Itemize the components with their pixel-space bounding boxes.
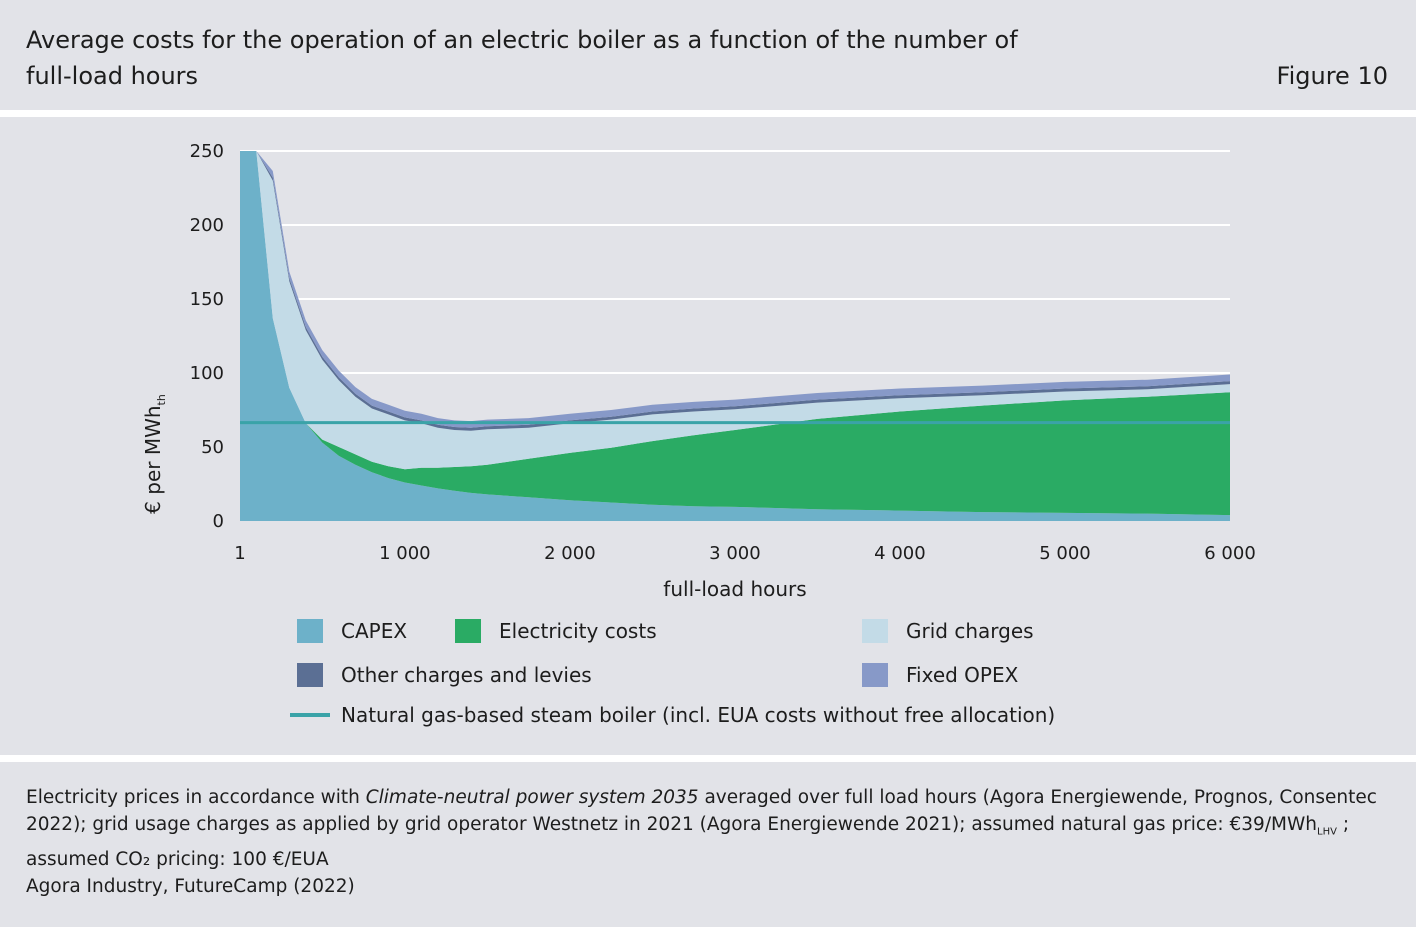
legend-marker-other — [297, 663, 323, 687]
footnote-suffix: ; assumed CO₂ pricing: 100 €/EUA — [26, 814, 1350, 870]
legend-marker-electricity — [455, 619, 481, 643]
legend: CAPEX Electricity costs Grid charges Other … — [290, 619, 1055, 727]
y-axis-label-main: € per MWh — [141, 405, 165, 513]
y-axis-label-sub: th — [155, 394, 168, 405]
y-tick-label: 100 — [190, 363, 224, 384]
footnote: Electricity prices in accordance with Cl… — [26, 784, 1386, 873]
area-capex — [240, 151, 1230, 521]
source-line: Agora Industry, FutureCamp (2022) — [26, 876, 355, 897]
area-grid — [240, 151, 1230, 470]
x-tick-label: 1 000 — [379, 543, 431, 564]
x-tick-label: 5 000 — [1039, 543, 1091, 564]
footnote-prefix: Electricity prices in accordance with — [26, 787, 366, 808]
notes-panel — [0, 762, 1416, 927]
legend-marker-opex — [862, 663, 888, 687]
figure-label: Figure 10 — [1276, 62, 1388, 90]
legend-marker-capex — [297, 619, 323, 643]
x-tick-label: 6 000 — [1204, 543, 1256, 564]
legend-label-gas_line: Natural gas-based steam boiler (incl. EU… — [341, 703, 1055, 727]
legend-label-other: Other charges and levies — [341, 663, 592, 687]
stacked-areas — [240, 151, 1230, 521]
legend-label-capex: CAPEX — [341, 619, 407, 643]
legend-label-grid: Grid charges — [906, 619, 1034, 643]
footnote-subscript: LHV — [1317, 826, 1337, 838]
area-chart: 0 50 100 150 200 250 1 1 000 2 000 3 000 4 000 5 00… — [141, 141, 1256, 727]
grid-lines: 0 50 100 150 200 250 1 1 000 2 000 3 000 4 000 5 00… — [190, 141, 1256, 564]
y-tick-label: 150 — [190, 289, 224, 310]
x-tick-label: 4 000 — [874, 543, 926, 564]
footnote-italic: Climate-neutral power system 2035 — [365, 787, 699, 808]
x-tick-label: 3 000 — [709, 543, 761, 564]
area-other — [240, 151, 1230, 431]
y-tick-label: 250 — [190, 141, 224, 162]
y-tick-label: 200 — [190, 215, 224, 236]
area-opex — [240, 151, 1230, 428]
legend-label-electricity: Electricity costs — [499, 619, 657, 643]
x-tick-label: 2 000 — [544, 543, 596, 564]
chart-title: Average costs for the operation of an el… — [26, 26, 1018, 90]
y-axis-label: € per MWhth — [141, 394, 168, 514]
x-axis-label: full-load hours — [663, 577, 806, 601]
axes: € per MWhth full-load hours — [141, 394, 807, 601]
x-tick-label: 1 — [234, 543, 245, 564]
header: Average costs for the operation of an el… — [0, 0, 1416, 110]
y-tick-label: 50 — [201, 437, 224, 458]
legend-marker-grid — [862, 619, 888, 643]
y-tick-label: 0 — [213, 511, 224, 532]
legend-label-opex: Fixed OPEX — [906, 663, 1019, 687]
footnote-middle: averaged over full load hours (Agora Ene… — [26, 787, 1377, 835]
